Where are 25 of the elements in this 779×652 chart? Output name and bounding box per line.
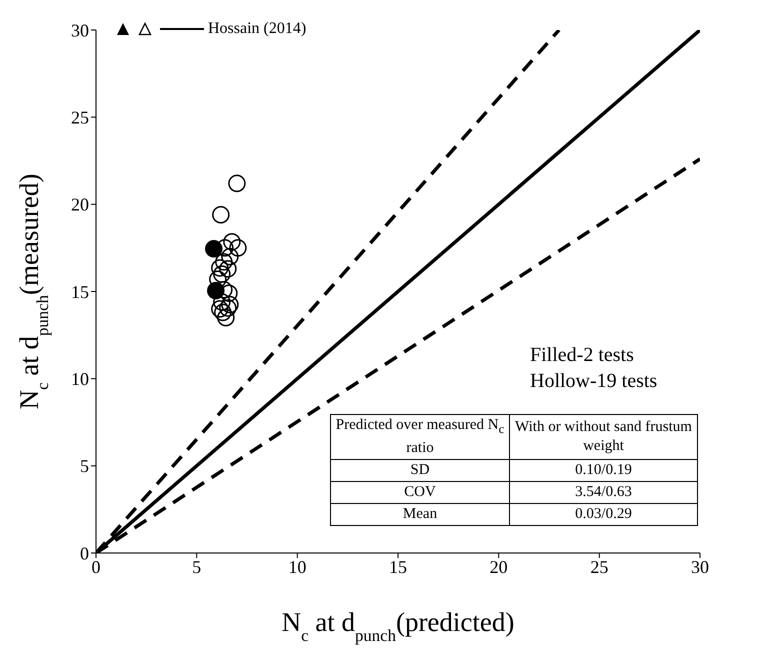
y-tick-label: 30 bbox=[71, 20, 89, 40]
text: Predicted over measured N$_{c}$ ratio bbox=[336, 417, 504, 456]
annotation: With or without sand frustum weight bbox=[510, 414, 698, 460]
x-tick-label: 5 bbox=[192, 556, 202, 577]
x-tick-label: 15 bbox=[389, 556, 407, 577]
annotation: Filled-2 tests bbox=[530, 343, 635, 368]
annotation: 3.54/0.63 bbox=[510, 482, 698, 504]
annotation: SD bbox=[330, 460, 510, 482]
legend-label: Hossain (2014) bbox=[208, 20, 306, 38]
annotation: 0.10/0.19 bbox=[510, 460, 698, 482]
y-tick-label: 5 bbox=[80, 456, 89, 476]
y-tick-label: 15 bbox=[71, 282, 89, 302]
annotation: Mean bbox=[330, 504, 510, 526]
y-tick-label: 0 bbox=[80, 543, 89, 564]
x-tick-label: 30 bbox=[691, 556, 709, 577]
annotation: COV bbox=[330, 482, 510, 504]
x-axis-title: N$_{c}$ at d$_{punch}$(predicted) bbox=[282, 607, 514, 644]
y-tick-label: 10 bbox=[71, 369, 89, 390]
x-tick-label: 25 bbox=[590, 556, 608, 577]
y-tick-label: 20 bbox=[71, 194, 89, 215]
y-tick-label: 25 bbox=[71, 108, 89, 128]
x-tick-label: 20 bbox=[490, 556, 508, 577]
annotation: Hollow-19 tests bbox=[530, 369, 658, 394]
annotation: 0.03/0.29 bbox=[510, 504, 698, 526]
x-tick-label: 10 bbox=[288, 556, 306, 577]
